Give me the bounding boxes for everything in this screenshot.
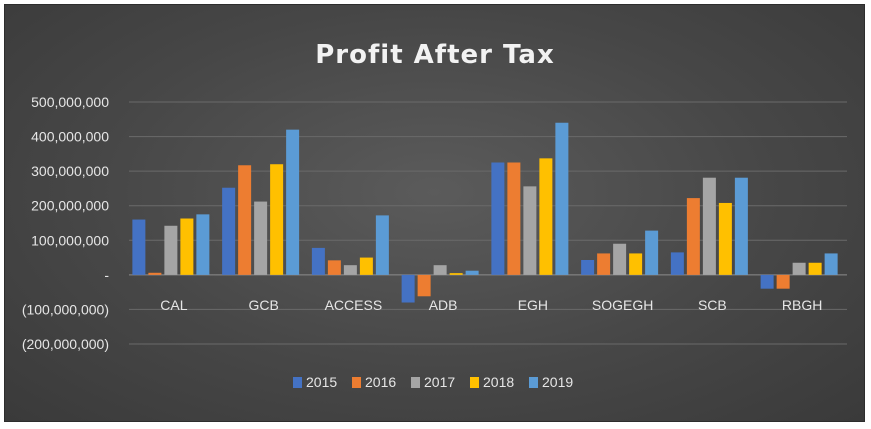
- bar-adb-2019: [465, 270, 479, 275]
- bar-adb-2017: [433, 265, 447, 275]
- bar-gcb-2018: [270, 164, 284, 275]
- bar-scb-2016: [686, 198, 700, 275]
- y-tick-label: (200,000,000): [22, 336, 109, 352]
- bars: [132, 122, 838, 303]
- bar-rbgh-2019: [824, 253, 838, 275]
- legend-swatch-2018: [470, 377, 479, 388]
- legend-label: 2015: [306, 374, 337, 390]
- bar-cal-2015: [132, 219, 146, 275]
- legend-label: 2018: [483, 374, 514, 390]
- bar-adb-2015: [401, 274, 415, 303]
- y-tick-label: 400,000,000: [31, 129, 109, 145]
- y-tick-label: 100,000,000: [31, 232, 109, 248]
- legend-swatch-2015: [293, 377, 302, 388]
- chart-title: Profit After Tax: [315, 40, 555, 70]
- bar-egh-2016: [507, 162, 521, 275]
- bar-access-2015: [311, 247, 325, 275]
- x-category-label: RBGH: [782, 297, 822, 313]
- bar-sogegh-2019: [645, 230, 659, 275]
- x-category-label: EGH: [518, 297, 548, 313]
- bar-rbgh-2016: [776, 274, 790, 289]
- x-category-label: CAL: [160, 297, 187, 313]
- x-category-label: GCB: [248, 297, 278, 313]
- bar-rbgh-2018: [808, 262, 822, 275]
- bar-rbgh-2017: [792, 262, 806, 275]
- y-tick-label: 300,000,000: [31, 163, 109, 179]
- legend-swatch-2019: [529, 377, 538, 388]
- bar-access-2018: [359, 257, 373, 275]
- bar-scb-2017: [702, 177, 716, 275]
- bar-sogegh-2016: [597, 253, 611, 275]
- y-tick-label: 200,000,000: [31, 198, 109, 214]
- bar-cal-2016: [148, 272, 162, 275]
- legend-swatch-2016: [352, 377, 361, 388]
- legend: 2015 2016 2017 2018 2019: [293, 374, 573, 390]
- bar-gcb-2019: [286, 129, 300, 275]
- x-category-label: ACCESS: [325, 297, 383, 313]
- bar-cal-2018: [180, 218, 194, 275]
- bar-gcb-2017: [254, 201, 268, 275]
- bar-access-2019: [375, 215, 389, 275]
- bar-egh-2018: [539, 158, 553, 275]
- bar-cal-2019: [196, 214, 210, 275]
- legend-label: 2016: [365, 374, 396, 390]
- legend-label: 2017: [424, 374, 455, 390]
- bar-rbgh-2015: [760, 274, 774, 289]
- bar-sogegh-2015: [581, 259, 595, 275]
- bar-sogegh-2018: [629, 253, 643, 275]
- bar-access-2017: [343, 265, 357, 275]
- bar-adb-2016: [417, 274, 431, 297]
- y-axis-ticks: 500,000,000 400,000,000 300,000,000 200,000…: [22, 94, 110, 352]
- x-category-label: SOGEGH: [592, 297, 653, 313]
- y-tick-label: 500,000,000: [31, 94, 109, 110]
- bar-scb-2018: [718, 202, 732, 275]
- legend-swatch-2017: [411, 377, 420, 388]
- x-category-label: SCB: [698, 297, 727, 313]
- bar-access-2016: [327, 260, 341, 275]
- bar-sogegh-2017: [613, 243, 627, 275]
- bar-cal-2017: [164, 225, 178, 275]
- x-category-label: ADB: [429, 297, 458, 313]
- bar-chart: Profit After Tax 500,000,000 400,000,000 3…: [22, 40, 847, 390]
- x-axis-categories: CAL GCB ACCESS ADB EGH SOGEGH SCB RBGH: [160, 297, 822, 313]
- y-tick-label: -: [104, 267, 109, 283]
- bar-gcb-2016: [238, 165, 252, 275]
- bar-egh-2015: [491, 162, 505, 275]
- bar-gcb-2015: [222, 187, 236, 275]
- bar-egh-2019: [555, 122, 569, 275]
- chart-frame: Profit After Tax 500,000,000 400,000,000 3…: [4, 4, 865, 422]
- bar-scb-2019: [734, 177, 748, 275]
- bar-egh-2017: [523, 186, 537, 275]
- y-tick-label: (100,000,000): [22, 301, 109, 317]
- bar-scb-2015: [670, 252, 684, 275]
- bar-adb-2018: [449, 273, 463, 275]
- legend-label: 2019: [542, 374, 573, 390]
